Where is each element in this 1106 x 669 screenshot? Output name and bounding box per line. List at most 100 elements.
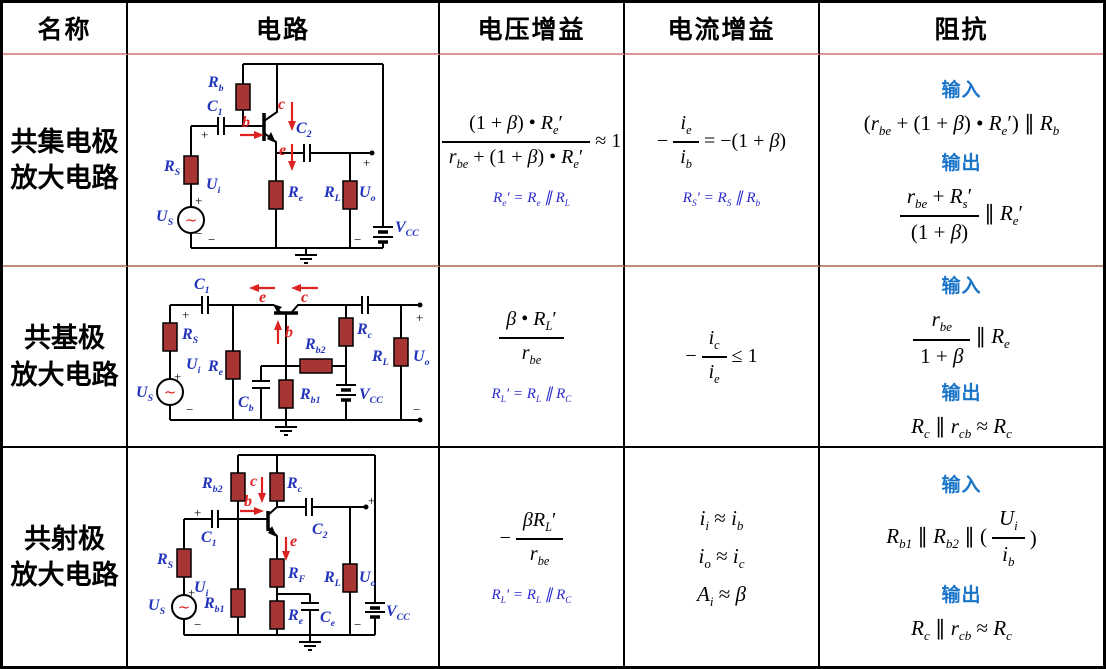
suffix: = −(1 + β) xyxy=(703,130,787,152)
label-Rb2: Rb2 xyxy=(202,475,223,496)
row2-current-formula: − ic ie ≤ 1 xyxy=(685,327,757,387)
label-c: c xyxy=(301,289,309,306)
label-Cb: Cb xyxy=(238,394,254,415)
row2-input-impedance: rbe 1 + β ∥ Re xyxy=(913,307,1010,368)
label-minus-bl: − xyxy=(186,402,194,417)
numerator: rbe xyxy=(913,307,971,341)
label-C2: C2 xyxy=(296,120,312,141)
capacitor-C2 xyxy=(276,144,375,162)
numerator: βRL′ xyxy=(515,509,564,540)
row1-circuit-cell: ~ Rb C1 + b c e C2 RS Ui US Re RL Uo VCC… xyxy=(128,55,440,267)
row1-output-impedance: rbe + Rs′ (1 + β) ∥ Re′ xyxy=(899,184,1023,245)
label-plus-out: + xyxy=(368,493,376,508)
current-arrow-e xyxy=(288,144,296,171)
label-RL: RL xyxy=(372,348,389,369)
svg-text:~: ~ xyxy=(164,383,177,401)
denominator: ib xyxy=(1002,542,1015,570)
resistor-Re xyxy=(268,153,284,248)
capacitor-C2 xyxy=(361,296,423,314)
row1-name-cell: 共集电极 放大电路 xyxy=(3,55,128,267)
resistor-Rc xyxy=(338,305,354,385)
denominator: rbe + (1 + β) • Re′ xyxy=(448,145,584,171)
label-Re: Re xyxy=(288,607,304,628)
label-RS: RS xyxy=(157,551,174,572)
label-US: US xyxy=(156,208,174,229)
ground-symbol xyxy=(295,248,317,264)
capacitor-Cb xyxy=(252,365,286,420)
denominator: ib xyxy=(680,145,692,171)
label-C1: C1 xyxy=(194,276,210,297)
label-plus-c1: + xyxy=(194,505,202,520)
row3-current-formulas: ii ≈ ib io ≈ ic Ai ≈ β xyxy=(697,500,746,613)
label-b: b xyxy=(285,324,293,341)
label-C1: C1 xyxy=(207,98,223,119)
numerator: Ui xyxy=(991,506,1025,540)
label-c: c xyxy=(250,473,258,490)
transistor-npn xyxy=(224,506,278,559)
resistor-Rb1 xyxy=(278,366,294,420)
current-arrow-c xyxy=(291,284,318,292)
label-minus-us: − xyxy=(195,226,203,241)
output-impedance-label: 输出 xyxy=(941,584,982,606)
label-Vcc: VCC xyxy=(359,386,383,407)
resistor-RS xyxy=(162,305,178,420)
label-e: e xyxy=(290,533,298,550)
row1-impedance-cell: 输入 (rbe + (1 + β) • Re′) ∥ Rb 输出 rbe + R… xyxy=(820,55,1103,267)
transistor-npn xyxy=(262,64,278,153)
resistor-Rb2 xyxy=(230,455,246,589)
row1-name-line2: 放大电路 xyxy=(10,163,119,193)
label-C2: C2 xyxy=(312,521,328,542)
row3-impedance-cell: 输入 Rb1 ∥ Rb2 ∥ ( Ui ib ) 输出 Rc ∥ rcb ≈ Rc xyxy=(820,448,1103,666)
input-impedance-label: 输入 xyxy=(941,276,982,298)
denominator: rbe xyxy=(529,542,550,568)
prefix: − xyxy=(656,130,669,152)
denominator: rbe xyxy=(521,342,542,367)
label-Rc: Rc xyxy=(287,475,303,496)
row3-name-cell: 共射极 放大电路 xyxy=(3,448,128,666)
output-impedance-label: 输出 xyxy=(941,153,982,174)
row2-impedance-cell: 输入 rbe 1 + β ∥ Re 输出 Rc ∥ rcb ≈ Rc xyxy=(820,267,1103,448)
header-name: 名称 xyxy=(3,3,128,55)
label-e: e xyxy=(259,289,267,306)
battery-Vcc xyxy=(365,455,385,635)
transistor-npn xyxy=(273,304,362,366)
label-plus-us: + xyxy=(174,369,182,384)
capacitor-C2 xyxy=(277,498,369,516)
label-Rb1: Rb1 xyxy=(204,595,225,616)
numerator: rbe + Rs′ xyxy=(899,184,980,218)
label-Rb: Rb xyxy=(208,74,224,95)
header-name-label: 名称 xyxy=(37,17,92,44)
label-Rb2: Rb2 xyxy=(305,336,326,357)
current-arrow-b xyxy=(240,131,264,139)
row2-name-line2: 放大电路 xyxy=(10,359,119,390)
capacitor-Ce xyxy=(277,593,319,635)
resistor-Rc xyxy=(269,455,285,507)
row2-name-cell: 共基极 放大电路 xyxy=(3,267,128,448)
resistor-RL xyxy=(342,153,358,248)
header-circuit-label: 电路 xyxy=(255,17,310,44)
source-US: ~ xyxy=(171,594,197,620)
label-Rc: Rc xyxy=(357,321,373,342)
svg-text:~: ~ xyxy=(185,211,198,229)
source-US: ~ xyxy=(156,378,184,406)
resistor-Re xyxy=(225,305,241,420)
current-arrow-b xyxy=(240,507,264,515)
circuit-diagram-common-collector: ~ xyxy=(177,63,393,264)
label-Ui: Ui xyxy=(206,176,221,197)
label-minus-bl: − xyxy=(194,617,202,632)
label-plus-out: + xyxy=(416,310,424,325)
row3-name-line2: 放大电路 xyxy=(10,560,119,590)
row1-current-formula: − ie ib = −(1 + β) xyxy=(657,112,786,172)
resistor-Rb2 xyxy=(286,358,346,374)
label-Re: Re xyxy=(288,184,304,205)
label-plus-c1: + xyxy=(182,307,190,322)
header-impedance: 阻抗 xyxy=(820,3,1103,55)
current-arrow-e xyxy=(249,284,275,292)
numerator: ie xyxy=(673,112,699,143)
row2-voltage-note: RL′ = RL ∥ RC xyxy=(491,386,572,405)
row1-voltage-cell: (1 + β) • Re′ rbe + (1 + β) • Re′ ≈ 1 Re′… xyxy=(440,55,625,267)
current-arrow-b xyxy=(274,320,282,344)
prefix: − xyxy=(685,345,697,367)
label-Rb1: Rb1 xyxy=(300,386,321,407)
